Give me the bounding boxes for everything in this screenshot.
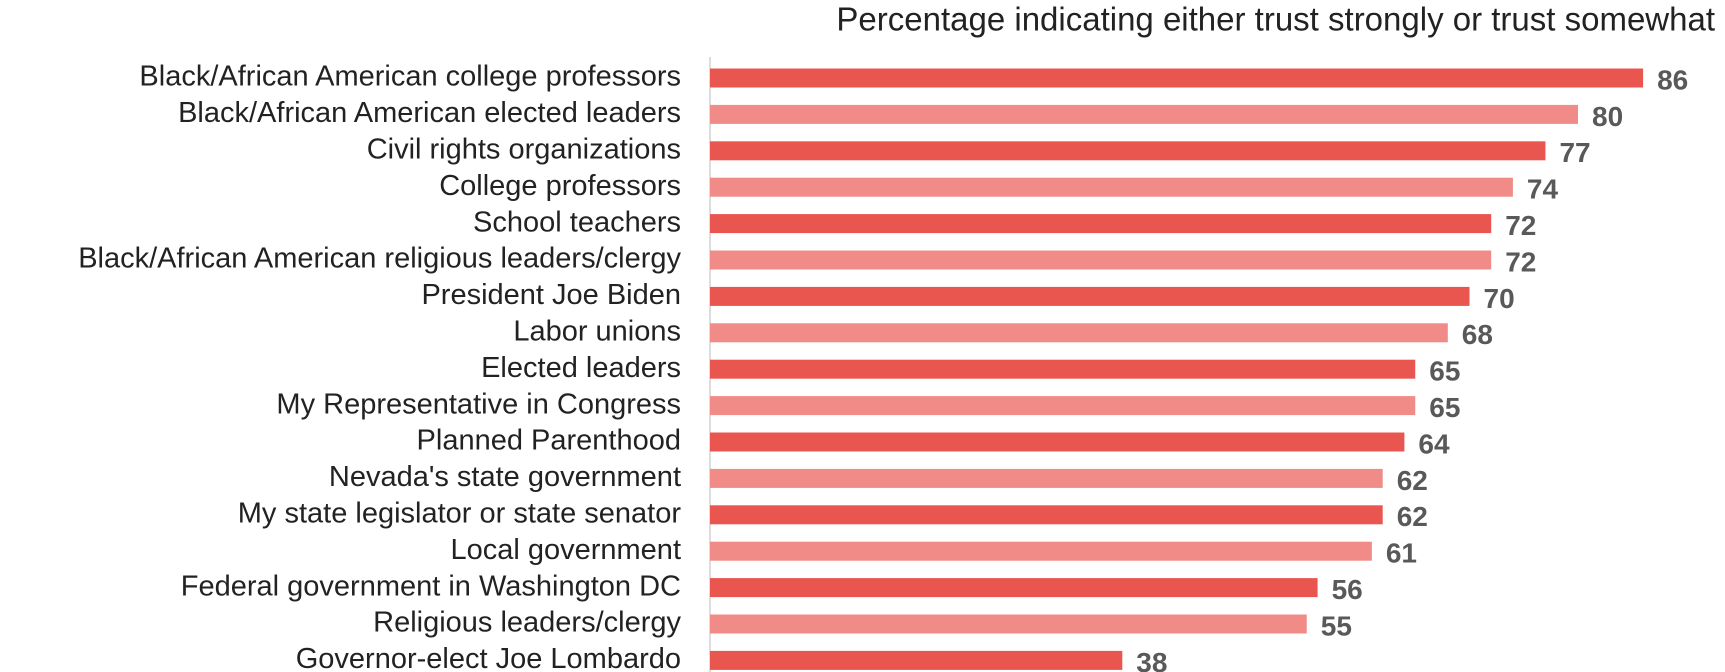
bar [710,541,1372,561]
value-label: 72 [1505,210,1536,241]
value-label: 62 [1397,501,1428,532]
bar [710,505,1383,525]
value-label: 86 [1657,64,1688,95]
category-label: Civil rights organizations [367,133,681,165]
bar [710,250,1492,270]
bar [710,68,1644,88]
category-label: Governor-elect Joe Lombardo [296,643,681,672]
value-label: 80 [1592,101,1623,132]
bar [710,578,1318,598]
category-label: Federal government in Washington DC [181,570,681,602]
value-label: 65 [1429,392,1460,423]
bar [710,177,1513,197]
value-label: 77 [1559,137,1590,168]
bar [710,614,1307,634]
category-label: Planned Parenthood [417,425,681,457]
category-label: Elected leaders [481,352,681,384]
category-label: Religious leaders/clergy [373,607,681,639]
value-label: 72 [1505,246,1536,277]
value-label: 74 [1527,174,1559,205]
value-label: 55 [1321,610,1352,641]
value-label: 70 [1484,283,1515,314]
value-label: 68 [1462,319,1493,350]
category-label: Black/African American elected leaders [178,97,681,129]
value-label: 56 [1332,574,1363,605]
bar [710,468,1383,488]
bar [710,396,1416,416]
value-label: 65 [1429,356,1460,387]
chart-title: Percentage indicating either trust stron… [836,1,1715,38]
category-label: My Representative in Congress [276,388,681,420]
bar [710,432,1405,452]
category-label: President Joe Biden [421,279,681,311]
category-label: College professors [439,170,681,202]
category-label: Local government [450,534,681,566]
bar [710,104,1578,124]
category-label: Black/African American religious leaders… [78,243,681,275]
category-label: School teachers [473,206,681,238]
value-label: 64 [1418,428,1450,459]
category-label: Nevada's state government [329,461,681,493]
bar [710,286,1470,306]
category-label: Black/African American college professor… [139,61,681,93]
category-label: Labor unions [513,315,681,347]
bar [710,323,1448,343]
bar [710,214,1492,234]
bar [710,359,1416,379]
bar [710,141,1546,161]
value-label: 38 [1136,647,1167,672]
value-label: 61 [1386,538,1417,569]
value-label: 62 [1397,465,1428,496]
bar [710,650,1123,670]
category-label: My state legislator or state senator [238,497,682,529]
